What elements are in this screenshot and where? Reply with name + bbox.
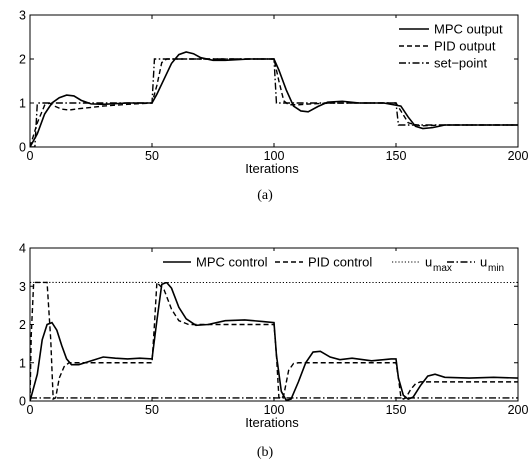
legend-box: [394, 18, 514, 75]
y-tick-label: 3: [19, 280, 26, 294]
x-tick-label: 50: [145, 403, 159, 417]
legend-label: PID output: [434, 39, 496, 54]
subfigure-caption: (a): [257, 188, 273, 203]
y-tick-label: 1: [19, 356, 26, 370]
x-tick-label: 0: [27, 149, 34, 163]
x-tick-label: 100: [264, 403, 285, 417]
legend-label: PID control: [308, 255, 372, 270]
x-tick-label: 50: [145, 149, 159, 163]
series-line-mpc-output: [30, 51, 518, 147]
legend: MPC control PID control u max u min: [158, 251, 516, 282]
y-tick-label: 3: [19, 9, 26, 23]
y-tick-label: 4: [19, 242, 26, 256]
legend: MPC output PID output set−point: [394, 18, 514, 75]
legend-label-subscript: max: [433, 263, 452, 274]
x-tick-label: 200: [508, 149, 529, 163]
y-tick-label: 2: [19, 53, 26, 67]
y-tick-label: 0: [19, 141, 26, 155]
x-tick-label: 0: [27, 403, 34, 417]
legend-label: MPC control: [196, 255, 268, 270]
x-tick-label: 150: [386, 403, 407, 417]
x-tick-label: 100: [264, 149, 285, 163]
legend-label-subscript: min: [488, 263, 504, 274]
legend-label: u: [480, 255, 487, 270]
y-tick-label: 2: [19, 318, 26, 332]
x-tick-label: 200: [508, 403, 529, 417]
y-tick-label: 0: [19, 395, 26, 409]
series-line-set-point: [30, 58, 518, 147]
legend-label: u: [425, 255, 432, 270]
chart-a: 0 50 100 150 200 0 1 2 3 Iterations (a) MPC output P…: [19, 9, 528, 204]
y-tick-label: 1: [19, 97, 26, 111]
series-line-mpc-control: [30, 281, 518, 401]
series-line-pid-control: [30, 280, 518, 401]
chart-b: 0 50 100 150 200 0 1 2 3 4 Iterations (b) MPC contro…: [19, 242, 528, 461]
legend-label: set−point: [434, 56, 488, 71]
legend-label: MPC output: [434, 22, 503, 37]
x-axis-label: Iterations: [245, 415, 299, 430]
x-tick-label: 150: [386, 149, 407, 163]
legend-box: [158, 251, 516, 282]
subfigure-caption: (b): [257, 445, 274, 460]
x-axis-label: Iterations: [245, 161, 299, 176]
